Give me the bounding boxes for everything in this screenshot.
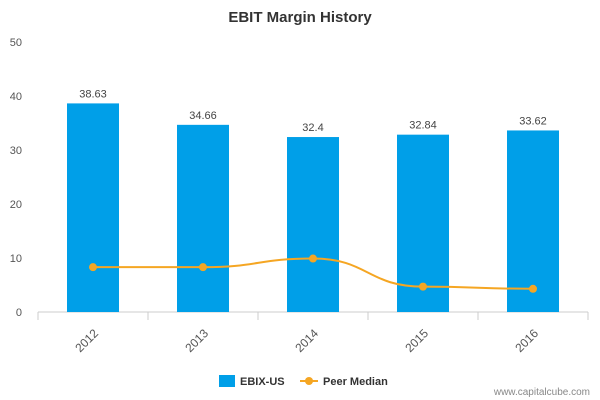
peer-median-point	[89, 263, 97, 272]
line-series	[89, 254, 537, 293]
x-axis: 2012 2013 2014 2015 2016	[37, 311, 589, 355]
x-tick-label: 2016	[512, 326, 541, 355]
x-tick-label: 2015	[402, 326, 431, 355]
bar	[287, 137, 339, 312]
legend-label-bar: EBIX-US	[240, 376, 285, 388]
peer-median-point	[529, 284, 537, 293]
bar	[67, 103, 119, 312]
bar-data-label: 34.66	[189, 110, 217, 122]
bar-data-label: 38.63	[79, 88, 107, 100]
bar	[397, 134, 449, 312]
bar-data-label: 32.4	[302, 122, 323, 134]
bar-data-label: 32.84	[409, 120, 437, 132]
bar	[177, 124, 229, 312]
source-credit: www.capitalcube.com	[493, 387, 590, 398]
peer-median-point	[309, 254, 317, 263]
chart-title: EBIT Margin History	[228, 9, 372, 26]
bar-data-labels: 38.63 34.66 32.4 32.84 33.62	[79, 88, 547, 134]
y-tick-label: 0	[16, 307, 22, 319]
y-tick-label: 20	[10, 199, 22, 211]
peer-median-point	[419, 282, 427, 291]
x-tick-label: 2014	[292, 326, 321, 355]
x-tick-label: 2012	[72, 326, 101, 355]
bar	[507, 130, 559, 312]
bar-data-label: 33.62	[519, 115, 547, 127]
legend-label-line: Peer Median	[323, 376, 388, 388]
peer-median-point	[199, 263, 207, 272]
y-tick-label: 50	[10, 37, 22, 49]
y-tick-label: 10	[10, 253, 22, 265]
y-tick-label: 40	[10, 91, 22, 103]
y-tick-label: 30	[10, 145, 22, 157]
bar-series	[67, 103, 559, 312]
y-axis: 0 10 20 30 40 50	[10, 37, 22, 319]
x-tick-label: 2013	[182, 326, 211, 355]
legend: EBIX-US Peer Median	[219, 375, 388, 388]
legend-swatch-bar	[219, 375, 235, 387]
legend-swatch-marker	[305, 377, 313, 385]
